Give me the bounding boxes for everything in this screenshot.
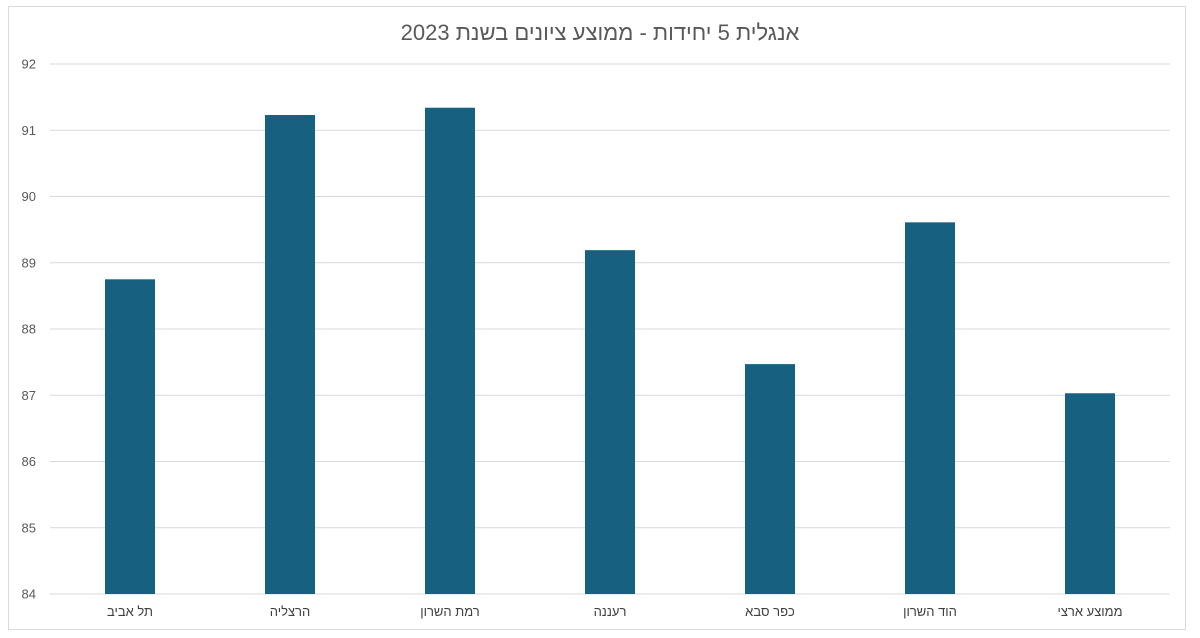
x-axis-categories: תל אביב הרצליה רמת השרון רעננה כפר סבא הוד הש… [107, 604, 1123, 619]
x-category-label: רעננה [594, 604, 627, 619]
bar [1065, 393, 1115, 594]
chart-title: אנגלית 5 יחידות - ממוצע ציונים בשנת 2023 [401, 20, 800, 45]
y-tick-label: 87 [22, 388, 36, 403]
bar [585, 250, 635, 594]
bar [745, 364, 795, 594]
x-category-label: כפר סבא [745, 604, 795, 619]
x-category-label: הרצליה [270, 604, 311, 619]
x-category-label: תל אביב [107, 604, 153, 619]
bar [265, 115, 315, 594]
bar [105, 279, 155, 594]
bar [425, 107, 475, 594]
x-category-label: רמת השרון [420, 604, 480, 619]
y-tick-label: 86 [22, 454, 36, 469]
bar [905, 222, 955, 594]
y-tick-label: 92 [22, 57, 36, 72]
y-tick-label: 88 [22, 322, 36, 337]
y-tick-label: 85 [22, 520, 36, 535]
y-tick-label: 84 [22, 587, 36, 602]
x-category-label: הוד השרון [903, 604, 957, 619]
y-tick-label: 90 [22, 189, 36, 204]
x-category-label: ממוצע ארצי [1057, 604, 1122, 619]
bars [105, 107, 1115, 594]
y-tick-label: 89 [22, 255, 36, 270]
y-axis-ticks: 84 85 86 87 88 89 90 91 92 [22, 57, 36, 602]
y-tick-label: 91 [22, 123, 36, 138]
